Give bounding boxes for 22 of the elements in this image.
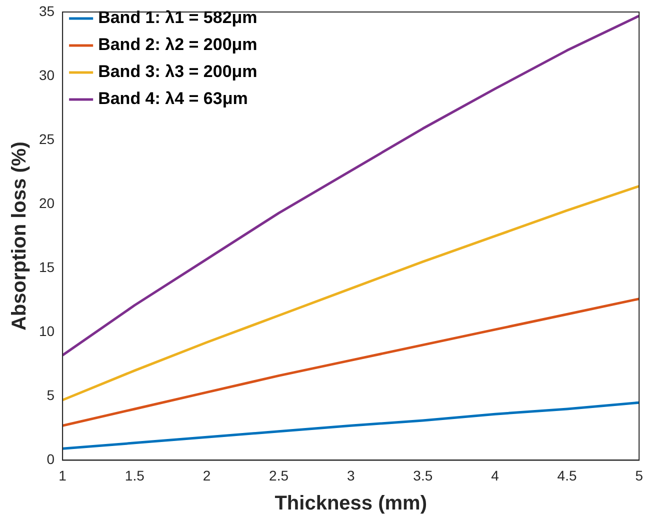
x-tick-label: 4.5: [557, 467, 577, 484]
x-tick-label: 2: [202, 467, 211, 484]
x-tick-label: 2.5: [269, 467, 289, 484]
x-tick-label: 5: [635, 467, 644, 484]
x-tick-label: 3: [346, 467, 355, 484]
y-tick-label: 25: [38, 130, 55, 147]
y-tick-label: 30: [38, 66, 55, 83]
y-tick-label: 35: [38, 2, 55, 19]
y-tick-label: 0: [46, 451, 55, 468]
y-axis-title: Absorption loss (%): [8, 142, 31, 331]
x-tick-label: 1.5: [124, 467, 145, 484]
y-tick-label: 20: [38, 194, 55, 211]
legend-label: Band 4: λ4 = 63μm: [98, 89, 248, 108]
x-tick-label: 4: [491, 467, 500, 484]
x-axis-title: Thickness (mm): [274, 492, 427, 515]
legend-label: Band 2: λ2 = 200μm: [98, 35, 258, 54]
x-tick-label: 3.5: [413, 467, 433, 484]
y-tick-label: 5: [46, 387, 55, 404]
y-tick-label: 15: [38, 258, 55, 275]
legend-label: Band 3: λ3 = 200μm: [98, 62, 258, 82]
x-tick-label: 1: [58, 467, 67, 484]
y-tick-label: 10: [38, 323, 55, 339]
